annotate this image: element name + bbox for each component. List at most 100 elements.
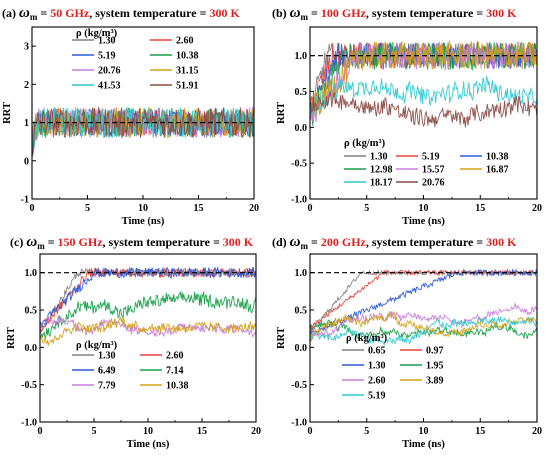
legend-item: 1.30: [344, 152, 388, 163]
legend-item: 1.95: [400, 361, 444, 372]
y-tick-label: -1.0: [291, 195, 307, 206]
title-mid: , system temperature =: [366, 6, 486, 20]
series-line-20.76: [310, 91, 537, 128]
legend-item: 51.91: [150, 81, 199, 92]
series-line-10.38: [40, 316, 256, 347]
y-tick-label: 0.0: [295, 343, 308, 354]
title-omega: ω: [26, 234, 37, 250]
legend-label: 1.30: [98, 351, 116, 362]
x-tick-label: 20: [532, 426, 542, 437]
legend-label: 10.38: [176, 51, 199, 62]
legend-label: 5.19: [98, 51, 116, 62]
legend-label: 3.89: [426, 376, 444, 387]
y-tick-label: 0.5: [295, 306, 308, 317]
y-tick-label: -1.0: [21, 418, 37, 429]
x-tick-label: 20: [249, 203, 259, 214]
legend-item: 10.38: [460, 152, 509, 163]
x-axis-label: Time (ns): [402, 216, 445, 227]
title-temp: 300 K: [486, 235, 517, 249]
legend-item: 2.60: [342, 376, 386, 387]
legend-label: 1.30: [370, 152, 388, 163]
y-tick-label: 2: [24, 80, 29, 91]
y-tick-label: -1.0: [291, 418, 307, 429]
title-eq: =: [308, 235, 321, 249]
y-tick-label: 1.0: [25, 268, 38, 279]
legend-item: 5.19: [72, 51, 116, 62]
title-temp: 300 K: [223, 235, 254, 249]
x-tick-label: 10: [138, 203, 148, 214]
y-tick-label: -0.5: [291, 380, 307, 391]
x-tick-label: 15: [475, 203, 485, 214]
y-axis-label: RRT: [6, 327, 17, 349]
y-tick-label: -0.5: [291, 159, 307, 170]
legend-label: 1.95: [426, 361, 444, 372]
x-tick-label: 0: [308, 426, 313, 437]
y-tick-label: 1.0: [295, 268, 308, 279]
legend-label: 16.87: [486, 165, 509, 176]
legend-label: 7.14: [166, 366, 184, 377]
series-line-3.89: [310, 310, 537, 343]
legend-label: 1.30: [368, 361, 386, 372]
panel-3: (c) ωm = 150 GHz, system temperature = 3…: [6, 234, 261, 450]
legend-label: 0.65: [368, 346, 386, 357]
title-prefix: (a): [2, 6, 19, 20]
y-tick-label: -1: [21, 195, 29, 206]
series-line-51.91: [32, 107, 254, 155]
x-axis-label: Time (ns): [402, 439, 445, 450]
series-line-7.14: [40, 290, 256, 340]
legend-label: 41.53: [98, 81, 121, 92]
title-temp: 300 K: [486, 6, 517, 20]
x-tick-label: 0: [30, 203, 35, 214]
x-tick-label: 5: [85, 203, 90, 214]
legend-label: 18.17: [370, 178, 393, 189]
y-tick-label: 0: [24, 156, 29, 167]
y-tick-label: 0.0: [295, 123, 308, 134]
legend-title: ρ (kg/m³): [344, 138, 386, 149]
legend-item: 0.97: [400, 346, 444, 357]
legend-item: 2.60: [140, 351, 184, 362]
legend-item: 10.38: [140, 381, 189, 392]
y-tick-label: 0.0: [25, 343, 38, 354]
legend-item: 1.30: [72, 36, 116, 47]
legend-label: 5.19: [422, 152, 440, 163]
title-mid: , system temperature =: [89, 6, 209, 20]
title-temp: 300 K: [209, 6, 240, 20]
x-tick-label: 15: [475, 426, 485, 437]
x-tick-label: 0: [38, 426, 43, 437]
title-prefix: (d): [272, 235, 290, 249]
title-prefix: (b): [272, 6, 290, 20]
legend-label: 2.60: [368, 376, 386, 387]
panel-title: (c) ωm = 150 GHz, system temperature = 3…: [10, 234, 254, 251]
legend-item: 10.38: [150, 51, 199, 62]
x-tick-label: 15: [194, 203, 204, 214]
panel-title: (b) ωm = 100 GHz, system temperature = 3…: [272, 5, 517, 22]
title-prefix: (c): [10, 235, 26, 249]
title-freq: 50 GHz: [50, 6, 90, 20]
panel-1: (a) ωm = 50 GHz, system temperature = 30…: [2, 5, 259, 227]
panel-title: (a) ωm = 50 GHz, system temperature = 30…: [2, 5, 240, 22]
y-tick-label: 3: [24, 42, 29, 53]
y-axis-label: RRT: [2, 102, 13, 124]
title-freq: 100 GHz: [321, 6, 367, 20]
y-tick-label: 0.5: [25, 306, 38, 317]
x-axis-label: Time (ns): [127, 439, 170, 450]
legend-item: 7.14: [140, 366, 184, 377]
x-tick-label: 15: [197, 426, 207, 437]
legend-title: ρ (kg/m³): [346, 333, 388, 344]
legend-label: 0.97: [426, 346, 444, 357]
legend-item: 15.57: [396, 165, 445, 176]
legend-label: 31.15: [176, 66, 199, 77]
title-eq: =: [37, 6, 50, 20]
legend-item: 31.15: [150, 66, 199, 77]
y-axis-label: RRT: [276, 102, 287, 124]
legend-label: 20.76: [422, 178, 445, 189]
x-tick-label: 10: [143, 426, 153, 437]
title-mid: , system temperature =: [103, 235, 223, 249]
legend-item: 12.98: [344, 165, 393, 176]
title-sub: m: [30, 12, 38, 22]
legend-label: 10.38: [486, 152, 509, 163]
x-tick-label: 10: [419, 426, 429, 437]
legend-item: 5.19: [396, 152, 440, 163]
legend-item: 1.30: [342, 361, 386, 372]
